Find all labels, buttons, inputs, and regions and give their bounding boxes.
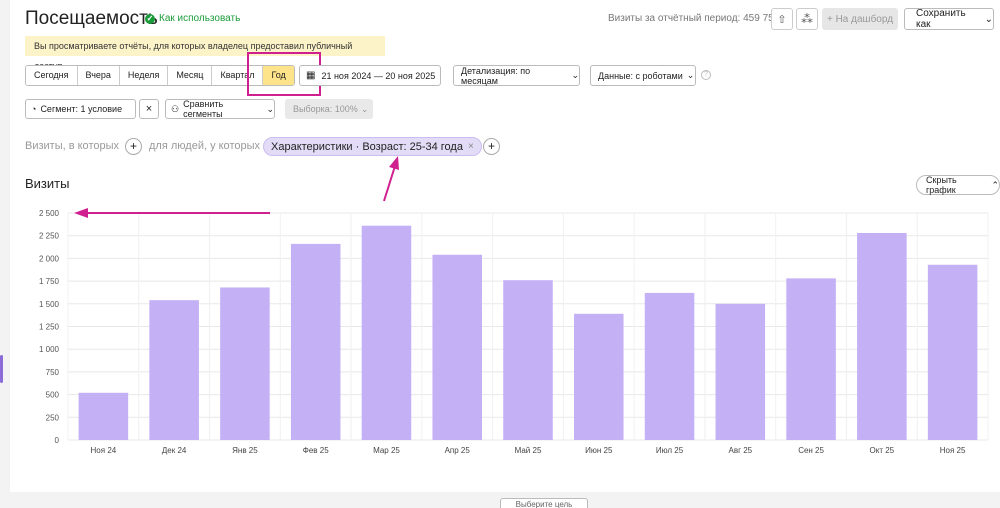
x-tick-label: Апр 25: [445, 446, 471, 455]
chevron-down-icon: ⌄: [266, 103, 274, 114]
x-tick-label: Окт 25: [870, 446, 895, 455]
people-filter-label: для людей, у которых: [149, 140, 260, 152]
period-quarter[interactable]: Квартал: [212, 66, 264, 85]
bar-2[interactable]: [149, 300, 199, 440]
add-people-filter-button[interactable]: +: [483, 138, 500, 155]
share-icon: ⇧: [777, 13, 787, 26]
bar-8[interactable]: [574, 313, 624, 440]
date-range-button[interactable]: ▦ 21 ноя 2024 — 20 ноя 2025: [299, 65, 441, 86]
period-today[interactable]: Сегодня: [26, 66, 78, 85]
x-tick-label: Фев 25: [303, 446, 329, 455]
x-tick-label: Ноя 24: [91, 446, 117, 455]
bar-12[interactable]: [857, 232, 907, 440]
x-tick-label: Июн 25: [585, 446, 613, 455]
annotation-arrowhead: [389, 156, 399, 170]
visits-filter-label: Визиты, в которых: [25, 140, 119, 152]
y-tick-label: 1 500: [39, 300, 60, 309]
x-tick-label: Мар 25: [373, 446, 400, 455]
chart-title: Визиты: [25, 176, 70, 191]
choose-goal-button[interactable]: Выберите цель: [500, 498, 588, 508]
close-icon: ×: [145, 103, 153, 115]
close-icon[interactable]: ×: [467, 141, 474, 152]
bar-10[interactable]: [715, 303, 766, 440]
period-yesterday[interactable]: Вчера: [77, 66, 120, 85]
period-week[interactable]: Неделя: [119, 66, 169, 85]
bar-4[interactable]: [290, 243, 341, 440]
bar-7[interactable]: [503, 280, 553, 440]
chevron-down-icon: ⌄: [686, 70, 695, 80]
filter-chip-label: Характеристики · Возраст: 25-34 года: [271, 140, 463, 153]
bar-5[interactable]: [361, 225, 412, 440]
x-tick-label: Янв 25: [232, 446, 258, 455]
y-tick-label: 750: [46, 368, 60, 377]
data-dropdown[interactable]: Данные: с роботами ⌄: [590, 65, 696, 86]
save-as-button[interactable]: Сохранить как ⌄: [904, 8, 994, 30]
add-to-dashboard-button[interactable]: + На дашборд: [822, 8, 898, 30]
y-tick-label: 2 500: [39, 209, 60, 218]
pie-icon: ◔: [31, 104, 37, 114]
howto-link[interactable]: ✓ Как использовать: [145, 13, 240, 24]
date-range-label: 21 ноя 2024 — 20 ноя 2025: [321, 70, 436, 81]
bar-13[interactable]: [927, 264, 978, 440]
y-tick-label: 0: [55, 436, 60, 445]
compare-label: Сравнить сегменты: [183, 99, 224, 119]
howto-label: Как использовать: [159, 13, 241, 24]
y-tick-label: 2 000: [39, 254, 60, 263]
segment-clear-button[interactable]: ×: [139, 99, 159, 119]
bar-1[interactable]: [78, 392, 129, 440]
period-selector: Сегодня Вчера Неделя Месяц Квартал Год: [25, 65, 295, 86]
save-as-label: Сохранить как: [916, 8, 966, 30]
y-tick-label: 500: [46, 391, 60, 400]
chevron-down-icon: ⌄: [984, 13, 993, 25]
period-month[interactable]: Месяц: [168, 66, 213, 85]
total-visits: Визиты за отчётный период: 459 757: [608, 13, 780, 24]
hide-chart-label: Скрыть график: [926, 175, 957, 195]
chevron-down-icon: ⌄: [360, 103, 369, 114]
sample-dropdown[interactable]: Выборка: 100% ⌄: [285, 99, 373, 119]
hide-chart-button[interactable]: Скрыть график ⌃: [916, 175, 1000, 195]
annotation-arrowhead: [74, 208, 88, 218]
y-tick-label: 1 750: [39, 277, 60, 286]
page-title: Посещаемость: [25, 8, 158, 29]
annotation-arrow-line: [383, 165, 396, 202]
info-icon[interactable]: ?: [701, 70, 711, 80]
x-tick-label: Июл 25: [656, 446, 684, 455]
period-year[interactable]: Год: [263, 66, 294, 85]
detail-dropdown[interactable]: Детализация: по месяцам ⌄: [453, 65, 580, 86]
data-label: Данные: с роботами: [598, 70, 683, 81]
left-accent-bar: [0, 355, 3, 383]
age-filter-chip[interactable]: Характеристики · Возраст: 25-34 года ×: [263, 137, 482, 156]
compare-icon: ⚇: [171, 103, 180, 114]
y-tick-label: 2 250: [39, 232, 60, 241]
calendar-icon: ▦: [306, 70, 316, 81]
alice-icon: ⁂: [801, 12, 813, 26]
segment-button[interactable]: ◔ Сегмент: 1 условие: [25, 99, 136, 119]
share-button[interactable]: ⇧: [771, 8, 793, 30]
bar-3[interactable]: [220, 287, 270, 440]
x-tick-label: Май 25: [515, 446, 542, 455]
chevron-down-icon: ⌄: [571, 70, 579, 80]
x-tick-label: Авг 25: [728, 446, 752, 455]
chevron-up-icon: ⌃: [991, 179, 999, 190]
detail-label: Детализация: по месяцам: [461, 65, 531, 86]
sample-label: Выборка: 100%: [293, 104, 358, 114]
x-tick-label: Дек 24: [162, 446, 187, 455]
compare-segments-button[interactable]: ⚇ Сравнить сегменты ⌄: [165, 99, 275, 119]
x-tick-label: Сен 25: [798, 446, 824, 455]
y-tick-label: 1 250: [39, 323, 60, 332]
alice-button[interactable]: ⁂: [796, 8, 818, 30]
y-tick-label: 250: [46, 413, 60, 422]
bar-9[interactable]: [644, 292, 695, 440]
bar-6[interactable]: [432, 254, 482, 440]
y-tick-label: 1 000: [39, 345, 60, 354]
check-circle-icon: ✓: [145, 13, 155, 24]
x-tick-label: Ноя 25: [940, 446, 966, 455]
segment-label: Сегмент: 1 условие: [40, 104, 123, 114]
bar-11[interactable]: [786, 278, 836, 440]
add-visit-filter-button[interactable]: +: [125, 138, 142, 155]
